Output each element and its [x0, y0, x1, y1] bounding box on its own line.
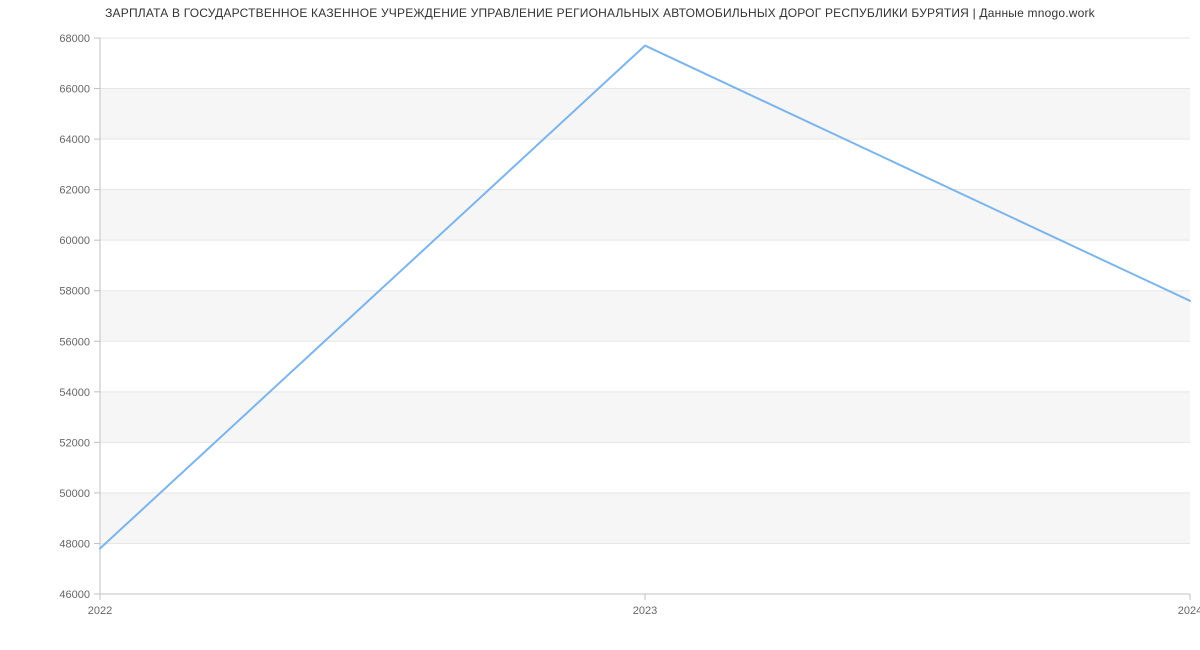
line-chart: 46000 48000 50000 52000 54000 56000 58000 60000…	[0, 0, 1200, 650]
y-tick-label: 48000	[59, 538, 90, 550]
y-tick-label: 58000	[59, 286, 90, 298]
y-tick-label: 60000	[59, 235, 90, 247]
y-tick-label: 64000	[59, 134, 90, 146]
y-tick-label: 62000	[59, 185, 90, 197]
y-tick-label: 54000	[59, 387, 90, 399]
chart-container: ЗАРПЛАТА В ГОСУДАРСТВЕННОЕ КАЗЕННОЕ УЧРЕ…	[0, 0, 1200, 650]
y-tick-label: 52000	[59, 437, 90, 449]
x-tick-label: 2024	[1178, 605, 1200, 617]
y-tick-label: 56000	[59, 336, 90, 348]
y-tick-label: 50000	[59, 488, 90, 500]
y-tick-label: 68000	[59, 33, 90, 45]
y-tick-label: 46000	[59, 589, 90, 601]
x-tick-label: 2023	[633, 605, 657, 617]
x-tick-label: 2022	[88, 605, 112, 617]
chart-title: ЗАРПЛАТА В ГОСУДАРСТВЕННОЕ КАЗЕННОЕ УЧРЕ…	[0, 6, 1200, 20]
y-tick-label: 66000	[59, 84, 90, 96]
